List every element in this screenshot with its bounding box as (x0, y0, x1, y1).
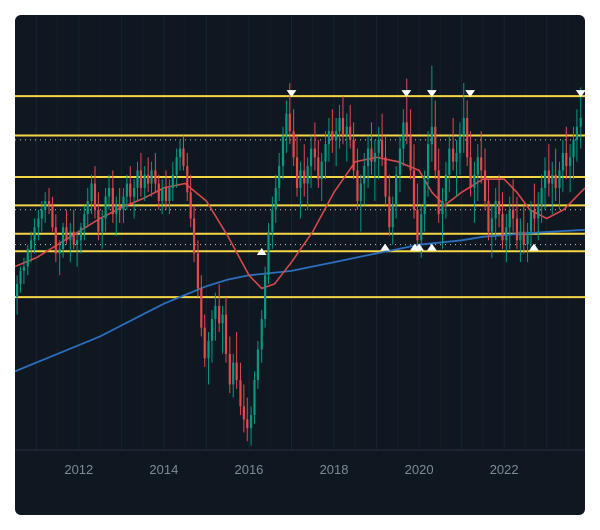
svg-text:2018: 2018 (320, 462, 349, 477)
svg-text:2022: 2022 (490, 462, 519, 477)
svg-text:2014: 2014 (149, 462, 178, 477)
svg-text:2016: 2016 (234, 462, 263, 477)
svg-text:2012: 2012 (64, 462, 93, 477)
chart-svg: 2012 2014 2016 2018 2020 2022 (15, 15, 585, 515)
price-chart: 2012 2014 2016 2018 2020 2022 (15, 15, 585, 515)
svg-text:2020: 2020 (405, 462, 434, 477)
